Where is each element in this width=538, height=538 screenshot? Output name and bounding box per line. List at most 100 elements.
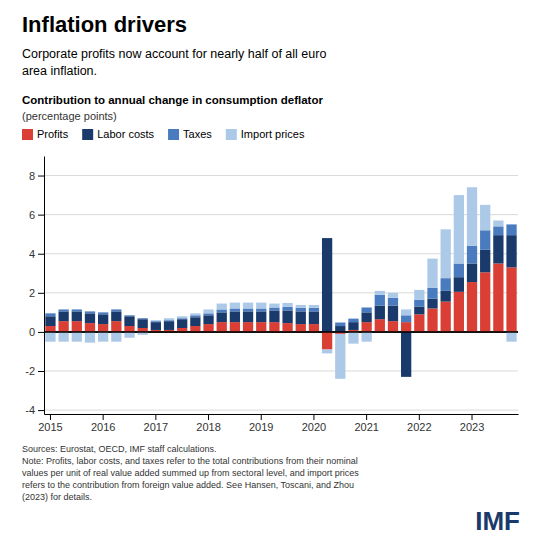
bar-segment bbox=[151, 322, 161, 330]
bar-segment bbox=[203, 324, 213, 332]
x-tick-mark bbox=[366, 414, 367, 420]
bar-segment bbox=[427, 288, 437, 299]
x-tick-mark bbox=[155, 414, 156, 420]
bar-segment bbox=[282, 307, 292, 311]
text-line: refers to the contribution from foreign … bbox=[22, 480, 354, 490]
x-tick: 2021 bbox=[354, 414, 378, 433]
bar-segment bbox=[164, 318, 174, 320]
bar-segment bbox=[414, 307, 424, 315]
subtitle: Corporate profits now account for nearly… bbox=[22, 47, 326, 78]
grid-line bbox=[44, 410, 518, 411]
title: Inflation drivers bbox=[22, 12, 187, 37]
chart-svg: Inflation drivers Corporate profits now a… bbox=[0, 0, 538, 538]
bar-segment bbox=[322, 332, 332, 350]
text-line: (2023) for details. bbox=[22, 492, 92, 502]
bar-segment bbox=[467, 187, 477, 246]
bar-segment bbox=[467, 246, 477, 264]
bar-segment bbox=[85, 311, 95, 313]
grid bbox=[44, 176, 518, 411]
bar-segment bbox=[480, 205, 490, 230]
bar-segment bbox=[111, 309, 121, 311]
bar-segment bbox=[309, 305, 319, 308]
bar-segment bbox=[401, 315, 411, 322]
x-tick-label: 2023 bbox=[460, 421, 484, 433]
y-tick-label: 4 bbox=[29, 248, 35, 260]
bar-segment bbox=[203, 309, 213, 313]
text-line: Corporate profits now account for nearly… bbox=[22, 47, 326, 61]
bar-segment bbox=[506, 332, 516, 342]
bar-segment bbox=[296, 311, 306, 324]
bar-segment bbox=[375, 295, 385, 306]
bar-segment bbox=[506, 235, 516, 267]
grid-line bbox=[44, 371, 518, 372]
text-line: Sources: Eurostat, OECD, IMF staff calcu… bbox=[22, 444, 216, 454]
bar-segment bbox=[177, 319, 187, 328]
bar-segment bbox=[467, 282, 477, 332]
bar-segment bbox=[269, 307, 279, 310]
bar-segment bbox=[282, 323, 292, 332]
y-tick: 8 bbox=[29, 170, 44, 182]
bar-segment bbox=[361, 307, 371, 312]
bar-segment bbox=[111, 332, 121, 342]
bar-segment bbox=[441, 291, 451, 302]
y-axis-line bbox=[44, 157, 45, 415]
x-tick-label: 2018 bbox=[196, 421, 220, 433]
bar-segment bbox=[348, 332, 358, 344]
legend-item: Profits bbox=[22, 128, 69, 140]
y-tick-label: 8 bbox=[29, 170, 35, 182]
legend-item: Labor costs bbox=[82, 128, 154, 140]
x-tick-label: 2021 bbox=[354, 421, 378, 433]
y-tick: 0 bbox=[29, 326, 44, 338]
bar-segment bbox=[151, 320, 161, 322]
bar-segment bbox=[58, 321, 68, 332]
x-tick-mark bbox=[50, 414, 51, 420]
bar-segment bbox=[98, 332, 108, 342]
bar-segment bbox=[230, 303, 240, 309]
bar-segment bbox=[361, 332, 371, 342]
x-tick-mark bbox=[419, 414, 420, 420]
bar-segment bbox=[441, 229, 451, 278]
grid-line bbox=[44, 175, 518, 176]
grid-line bbox=[44, 214, 518, 215]
bar-segment bbox=[85, 313, 95, 323]
bar-segment bbox=[58, 311, 68, 321]
x-tick-label: 2020 bbox=[302, 421, 326, 433]
bar-segment bbox=[282, 310, 292, 323]
bar-segment bbox=[217, 309, 227, 312]
legend-swatch bbox=[82, 129, 93, 140]
bar-segment bbox=[427, 259, 437, 288]
bars bbox=[45, 187, 516, 379]
x-tick-label: 2017 bbox=[144, 421, 168, 433]
bar-segment bbox=[322, 238, 332, 332]
bar-segment bbox=[454, 277, 464, 292]
text-line: values per unit of real value added summ… bbox=[22, 468, 359, 478]
legend-item: Taxes bbox=[168, 128, 212, 140]
legend-label: Import prices bbox=[241, 128, 305, 140]
y-tick-mark bbox=[38, 332, 44, 333]
y-tick-mark bbox=[38, 371, 44, 372]
bar-segment bbox=[467, 264, 477, 283]
x-tick-mark bbox=[208, 414, 209, 420]
x-tick-mark bbox=[103, 414, 104, 420]
bar-segment bbox=[72, 309, 82, 311]
bar-segment bbox=[401, 309, 411, 315]
bar-segment bbox=[256, 303, 266, 309]
bar-segment bbox=[190, 326, 200, 332]
bar-segment bbox=[230, 308, 240, 311]
x-tick: 2023 bbox=[460, 414, 484, 433]
bar-segment bbox=[217, 322, 227, 332]
bar-segment bbox=[124, 332, 134, 338]
bar-segment bbox=[427, 308, 437, 331]
bar-segment bbox=[361, 322, 371, 332]
y-tick-mark bbox=[38, 176, 44, 177]
bar-segment bbox=[296, 308, 306, 312]
bar-segment bbox=[375, 319, 385, 332]
bar-segment bbox=[190, 313, 200, 315]
bar-segment bbox=[243, 322, 253, 332]
bar-segment bbox=[256, 322, 266, 332]
bar-segment bbox=[414, 300, 424, 307]
x-tick: 2022 bbox=[407, 414, 431, 433]
bar-segment bbox=[401, 332, 411, 377]
bar-segment bbox=[480, 250, 490, 272]
x-tick-mark bbox=[261, 414, 262, 420]
